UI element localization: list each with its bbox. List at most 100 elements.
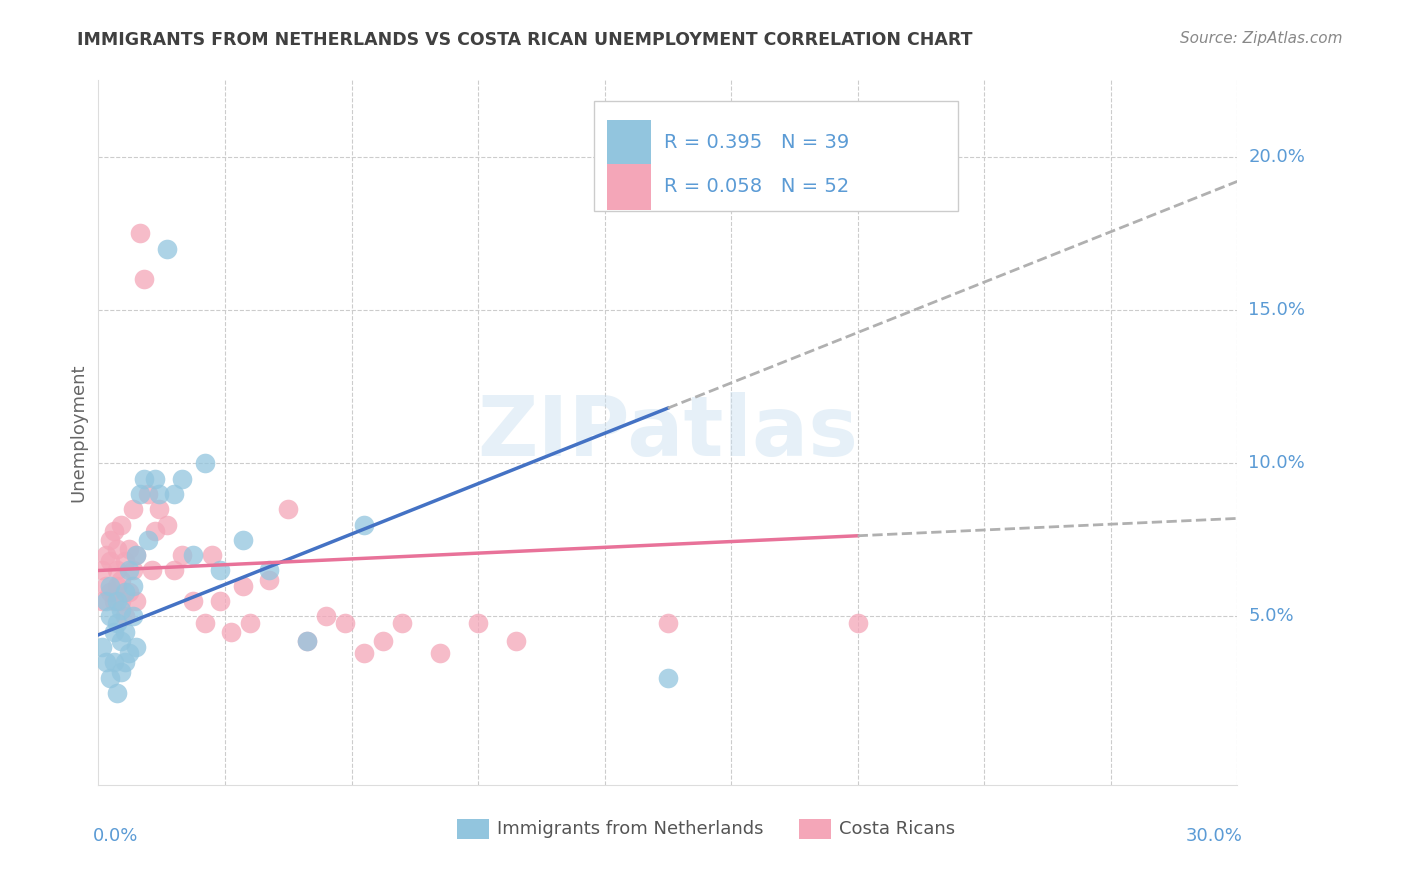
Point (505, 634, 527, 648)
Point (141, 564, 163, 578)
Point (208, 564, 231, 578)
Point (136, 487, 159, 501)
Point (114, 585, 136, 599)
Point (114, 609, 136, 624)
Point (98, 533, 121, 547)
Point (145, 472, 167, 486)
Point (170, 472, 193, 486)
Point (297, 634, 319, 648)
Text: 20.0%: 20.0% (1249, 148, 1305, 166)
Point (183, 594, 205, 608)
Point (107, 686, 129, 700)
Point (129, 227, 152, 241)
Point (125, 548, 148, 562)
Point (170, 548, 193, 562)
Point (429, 646, 451, 660)
Point (94, 548, 117, 562)
Point (315, 609, 337, 624)
Point (118, 542, 141, 557)
Text: 10.0%: 10.0% (1249, 454, 1305, 472)
Point (103, 624, 125, 639)
Point (114, 554, 136, 568)
Point (91, 594, 114, 608)
Point (103, 656, 125, 670)
Point (183, 548, 205, 562)
Point (125, 640, 148, 654)
Point (371, 634, 394, 648)
Point (118, 585, 141, 599)
Point (107, 564, 129, 578)
Text: R = 0.058   N = 52: R = 0.058 N = 52 (665, 178, 849, 196)
Point (121, 502, 143, 516)
Point (277, 502, 299, 516)
Point (259, 564, 281, 578)
Point (132, 272, 155, 286)
Point (353, 517, 375, 532)
Point (114, 624, 136, 639)
Point (297, 634, 319, 648)
Point (121, 579, 143, 593)
Point (98, 585, 121, 599)
FancyBboxPatch shape (607, 120, 651, 166)
Point (657, 615, 679, 630)
Point (259, 573, 281, 587)
Point (194, 615, 217, 630)
Point (110, 573, 132, 587)
FancyBboxPatch shape (457, 820, 489, 839)
Point (110, 665, 132, 679)
Point (132, 472, 155, 486)
Point (107, 579, 129, 593)
Point (118, 564, 141, 578)
Point (208, 594, 231, 608)
Point (148, 502, 170, 516)
Point (107, 594, 129, 608)
Point (118, 646, 141, 660)
Point (107, 615, 129, 630)
Point (232, 579, 254, 593)
Point (110, 594, 132, 608)
Y-axis label: Unemployment: Unemployment (69, 363, 87, 502)
Point (107, 542, 129, 557)
Text: 15.0%: 15.0% (1249, 301, 1305, 319)
Text: Costa Ricans: Costa Ricans (839, 821, 955, 838)
Point (98, 579, 121, 593)
Point (145, 524, 167, 538)
Point (98, 609, 121, 624)
Text: R = 0.395   N = 39: R = 0.395 N = 39 (665, 134, 849, 153)
FancyBboxPatch shape (593, 102, 959, 211)
Point (110, 603, 132, 617)
Point (194, 456, 217, 470)
Point (129, 487, 152, 501)
Point (163, 564, 186, 578)
Point (136, 533, 159, 547)
Point (335, 615, 357, 630)
Point (98, 554, 121, 568)
Point (391, 615, 413, 630)
Point (125, 594, 148, 608)
Point (239, 615, 262, 630)
Point (657, 671, 679, 685)
Point (846, 615, 869, 630)
FancyBboxPatch shape (799, 820, 831, 839)
Point (94, 579, 117, 593)
Point (91, 640, 114, 654)
Point (156, 242, 179, 256)
Point (91, 564, 114, 578)
Point (103, 594, 125, 608)
Text: IMMIGRANTS FROM NETHERLANDS VS COSTA RICAN UNEMPLOYMENT CORRELATION CHART: IMMIGRANTS FROM NETHERLANDS VS COSTA RIC… (77, 31, 973, 49)
Text: 5.0%: 5.0% (1249, 607, 1294, 625)
Text: ZIPatlas: ZIPatlas (478, 392, 858, 473)
Point (467, 615, 489, 630)
Point (110, 517, 132, 532)
Point (103, 524, 125, 538)
Text: 30.0%: 30.0% (1187, 827, 1243, 846)
Point (94, 594, 117, 608)
Point (148, 487, 170, 501)
Point (353, 646, 375, 660)
Point (156, 517, 179, 532)
Point (125, 548, 148, 562)
Point (221, 624, 243, 639)
Point (163, 487, 186, 501)
Point (98, 671, 121, 685)
Point (121, 609, 143, 624)
